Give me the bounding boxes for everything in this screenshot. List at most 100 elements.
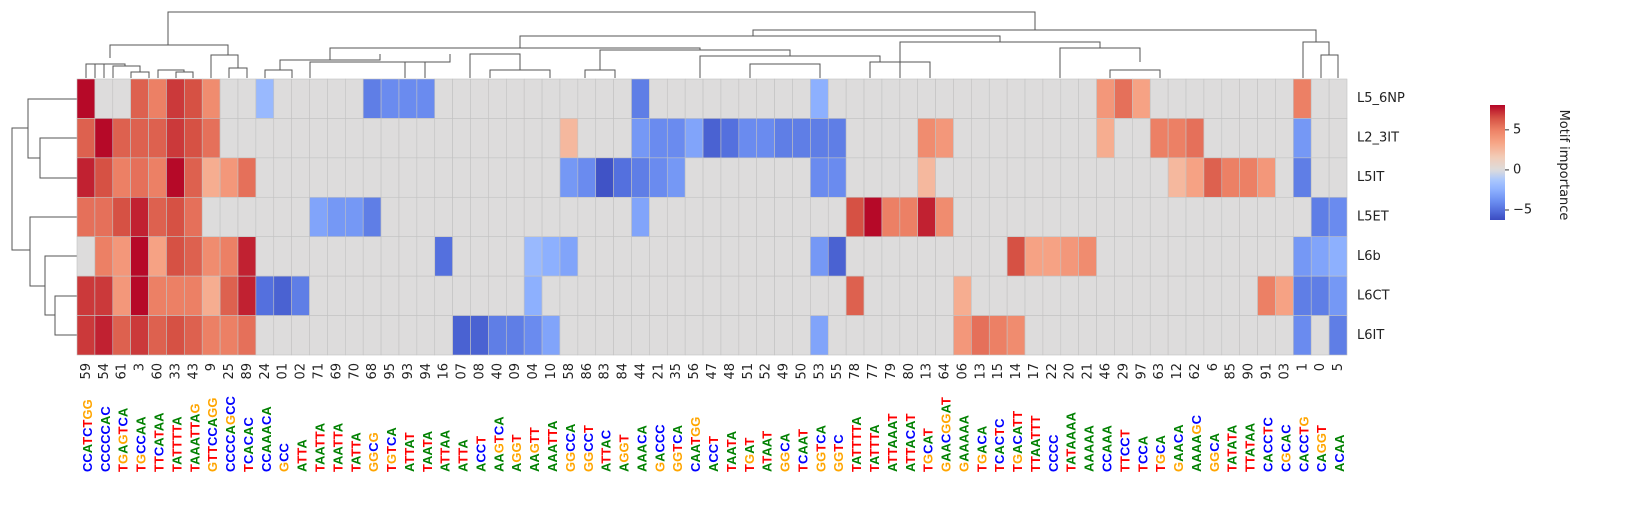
column-label: 22 [1045, 363, 1060, 380]
motif-logo: TTCATAA [151, 412, 166, 472]
heatmap-cell [76, 157, 96, 198]
logo-letter: T [151, 456, 166, 464]
logo-letter: C [652, 433, 667, 443]
heatmap-cell [112, 118, 131, 159]
logo-letter: C [634, 434, 649, 444]
heatmap-cell [1042, 275, 1062, 316]
logo-letter: T [903, 456, 918, 464]
heatmap-cell [434, 157, 453, 198]
logo-letter: A [849, 455, 864, 465]
column-label: 97 [1134, 363, 1149, 380]
heatmap-cell [1203, 157, 1223, 198]
logo-letter: C [778, 442, 793, 452]
logo-letter: T [1064, 449, 1079, 457]
motif-logo: AAGTCA [491, 416, 506, 472]
logo-letter: A [187, 413, 202, 423]
column-label: 44 [633, 363, 648, 380]
heatmap-cell [1024, 118, 1044, 159]
heatmap-cell [899, 275, 919, 316]
logo-letter: A [259, 434, 274, 444]
heatmap-cell [881, 196, 901, 238]
heatmap-cell [1328, 275, 1348, 316]
logo-letter: G [1278, 452, 1293, 462]
heatmap-cell [523, 196, 543, 238]
logo-letter: T [1010, 411, 1025, 419]
logo-letter: T [617, 434, 632, 442]
heatmap-cell [255, 275, 275, 316]
heatmap-cell [398, 157, 418, 198]
heatmap-cell [702, 118, 722, 159]
heatmap-cell [1239, 275, 1258, 316]
heatmap-cell [774, 78, 793, 119]
heatmap-cell [1149, 196, 1169, 238]
heatmap-cell [595, 275, 614, 316]
column-label: 48 [723, 363, 738, 380]
heatmap-cell [1006, 275, 1026, 316]
heatmap-cell [1257, 118, 1276, 159]
column-label: 20 [1063, 363, 1078, 380]
logo-letter: T [545, 437, 560, 445]
heatmap-cell [291, 78, 310, 119]
heatmap-cell [112, 275, 131, 316]
heatmap-cell [1293, 196, 1312, 238]
heatmap-cell [184, 275, 203, 316]
logo-letter: T [151, 464, 166, 472]
heatmap-cell [988, 118, 1008, 159]
heatmap-cell [452, 196, 471, 238]
motif-logo: GGTCA [813, 424, 828, 472]
heatmap-cell [827, 118, 847, 159]
heatmap-cell [488, 196, 507, 238]
logo-letter: T [169, 425, 184, 433]
logo-letter: T [384, 464, 399, 472]
motif-logo: TATTA [348, 432, 363, 472]
logo-letter: G [1207, 462, 1222, 472]
logo-letter: A [169, 455, 184, 465]
heatmap-cell [505, 236, 525, 277]
heatmap-cell [345, 196, 364, 238]
heatmap-cell [130, 236, 149, 277]
logo-letter: T [1117, 429, 1132, 437]
heatmap-cell [1060, 236, 1079, 277]
logo-letter: A [509, 462, 524, 472]
heatmap-cell [362, 236, 382, 277]
heatmap-cell [845, 315, 865, 356]
logo-letter: A [1225, 440, 1240, 450]
logo-letter: G [366, 462, 381, 472]
logo-letter: T [867, 441, 882, 449]
logo-letter: G [563, 452, 578, 462]
logo-letter: C [80, 427, 95, 437]
heatmap-cell [523, 157, 543, 198]
heatmap-cell [541, 275, 561, 316]
logo-letter: A [1028, 447, 1043, 457]
logo-letter: A [634, 424, 649, 434]
heatmap-cell [1239, 236, 1258, 277]
heatmap-cell [273, 78, 292, 119]
heatmap-cell [559, 78, 579, 119]
logo-letter: T [348, 464, 363, 472]
heatmap-cell [863, 315, 883, 356]
heatmap-cell [184, 157, 203, 198]
logo-letter: T [1010, 464, 1025, 472]
motif-logo: GAACA [1171, 424, 1186, 472]
heatmap-cell [470, 196, 489, 238]
heatmap-cell [470, 78, 489, 119]
column-label: 14 [1009, 363, 1024, 380]
heatmap-cell [971, 315, 990, 356]
motif-logo: GGTC [831, 434, 846, 472]
logo-letter: C [1100, 453, 1115, 463]
column-label: 6 [1206, 363, 1221, 371]
heatmap-cell [345, 157, 364, 198]
logo-letter: T [169, 449, 184, 457]
heatmap-cell [738, 78, 758, 119]
heatmap-cell [613, 315, 632, 356]
heatmap-cell [792, 236, 811, 277]
logo-letter: G [617, 452, 632, 462]
logo-letter: G [509, 452, 524, 462]
logo-letter: G [617, 442, 632, 452]
heatmap-cell [130, 157, 149, 198]
logo-letter: C [205, 436, 220, 446]
heatmap-cell [988, 236, 1008, 277]
logo-letter: G [1189, 424, 1204, 434]
heatmap-cell [327, 275, 346, 316]
logo-letter: T [831, 444, 846, 452]
